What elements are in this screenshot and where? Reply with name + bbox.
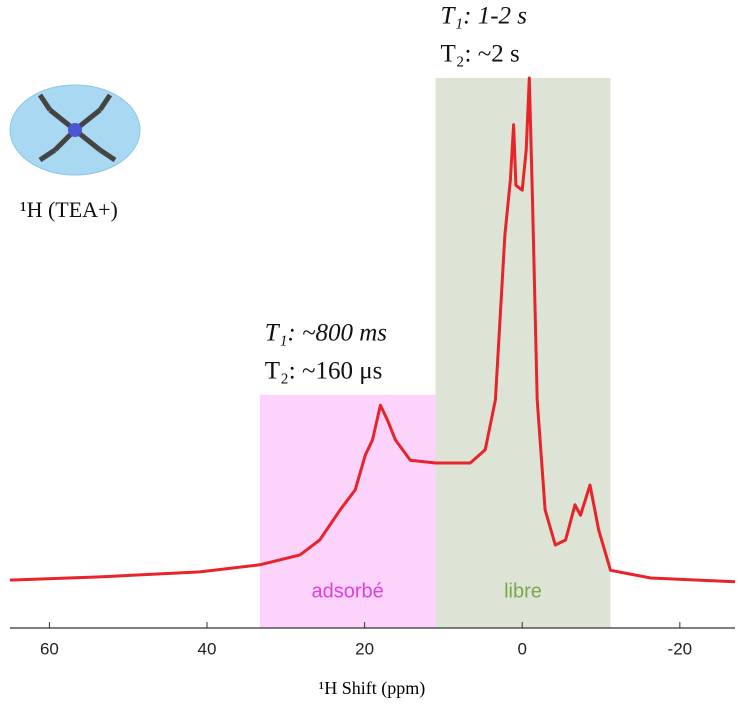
x-tick-label: 40 [198,639,217,658]
relaxation-note: T₁: ~800 ms [265,320,387,347]
region-label: libre [504,580,542,602]
nucleus-label: ¹H (TEA+) [20,197,118,222]
relaxation-note: T₂: ~2 s [441,41,520,68]
region [259,394,436,628]
spectrum-line [9,76,736,584]
region-label: adsorbé [312,580,384,602]
x-tick-label: 60 [40,639,59,658]
x-tick-label: 0 [517,639,526,658]
x-axis-label: ¹H Shift (ppm) [319,678,425,699]
relaxation-note: T₁: 1-2 s [441,3,527,30]
x-tick-label: -20 [668,639,693,658]
molecule-icon [9,84,141,176]
x-tick-label: 20 [355,639,374,658]
relaxation-note: T₂: ~160 μs [265,358,383,385]
region [435,78,611,628]
